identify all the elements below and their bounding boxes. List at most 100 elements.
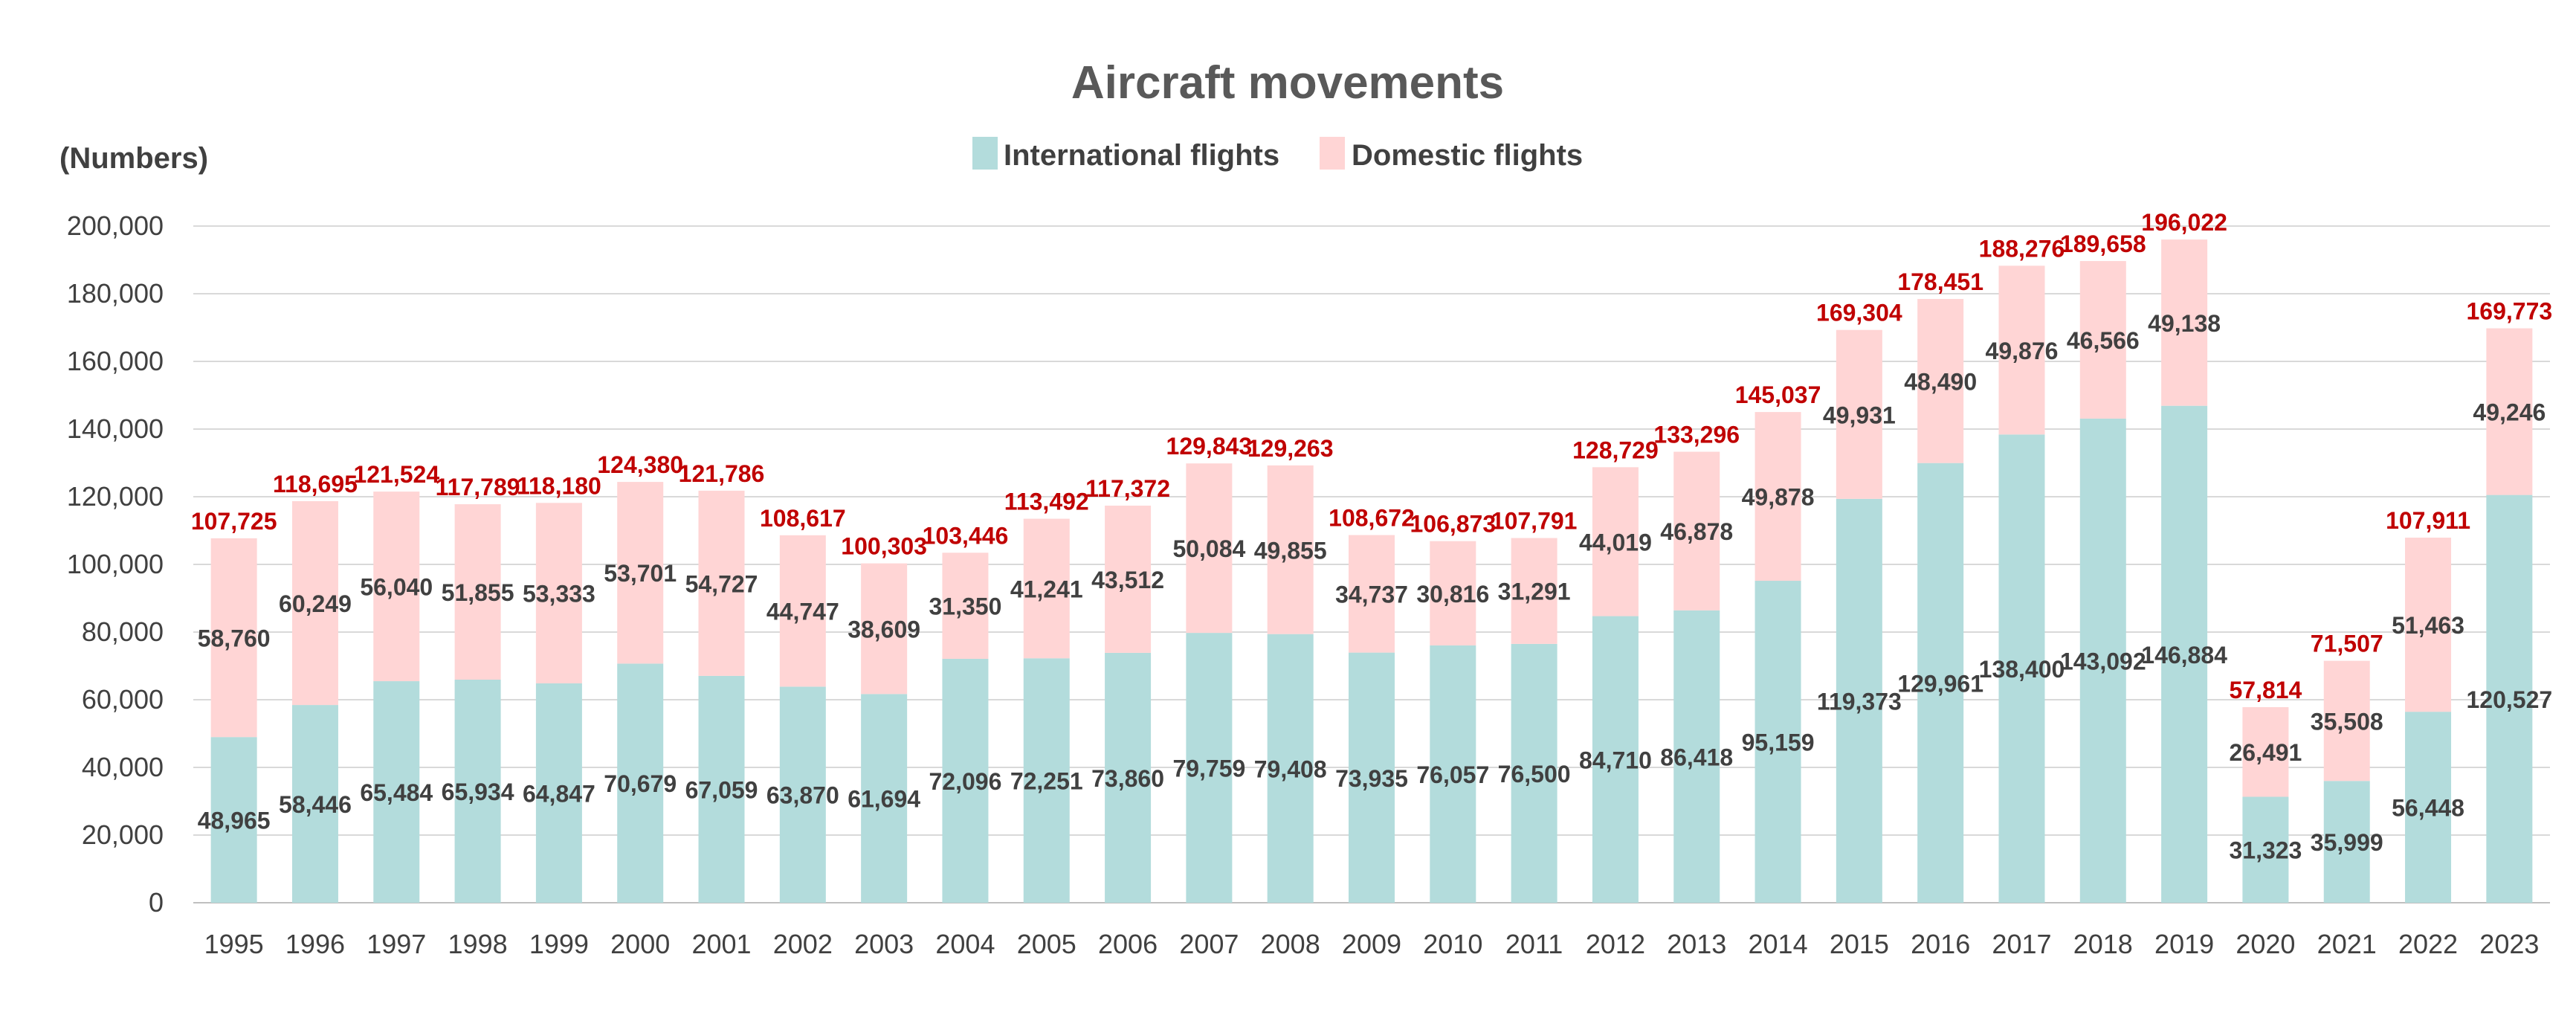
data-label-international: 70,679: [604, 770, 677, 797]
y-tick-label: 20,000: [82, 819, 164, 850]
data-label-international: 65,934: [442, 779, 514, 805]
data-label-total: 107,911: [2386, 507, 2470, 534]
x-tick-label: 2012: [1586, 929, 1645, 959]
y-tick-label: 100,000: [67, 549, 164, 579]
y-tick-label: 120,000: [67, 481, 164, 512]
x-tick-label: 2020: [2236, 929, 2295, 959]
data-label-domestic: 48,490: [1904, 368, 1977, 395]
bar-international: [1998, 434, 2045, 903]
data-label-total: 117,789: [436, 474, 520, 500]
x-tick-label: 2002: [773, 929, 833, 959]
y-tick-label: 140,000: [67, 413, 164, 444]
bar-domestic: [454, 504, 501, 680]
bar-domestic: [1511, 538, 1557, 644]
bar-domestic: [1267, 465, 1314, 634]
bar-international: [1755, 581, 1801, 903]
data-label-total: 133,296: [1653, 422, 1740, 448]
data-label-total: 108,617: [760, 505, 846, 532]
data-label-total: 169,304: [1816, 300, 1902, 326]
data-label-domestic: 49,138: [2148, 310, 2221, 337]
data-label-international: 79,759: [1172, 756, 1245, 782]
data-label-international: 64,847: [523, 780, 595, 807]
bar-international: [1836, 498, 1882, 903]
data-label-international: 56,448: [2392, 795, 2464, 822]
x-tick-label: 2013: [1667, 929, 1726, 959]
x-tick-label: 2006: [1098, 929, 1158, 959]
data-label-international: 48,965: [198, 808, 271, 834]
data-label-domestic: 43,512: [1091, 567, 1164, 593]
data-labels: 48,965 58,760 107,725 58,446 60,249 118,695 65…: [191, 209, 2552, 864]
data-label-total: 103,446: [923, 522, 1009, 549]
data-label-total: 169,773: [2467, 298, 2553, 325]
x-axis: 1995 1996 1997 1998 1999 2000 2001 2002 2003 2004…: [204, 929, 2540, 959]
bar-domestic: [861, 563, 908, 695]
data-label-domestic: 31,291: [1498, 579, 1571, 605]
bar-domestic: [2323, 660, 2370, 782]
data-label-total: 106,873: [1410, 511, 1496, 538]
data-label-international: 120,527: [2467, 686, 2553, 713]
data-label-international: 143,092: [2060, 648, 2146, 674]
x-tick-label: 2014: [1749, 929, 1808, 959]
x-tick-label: 2009: [1342, 929, 1401, 959]
y-axis: 0 20,000 40,000 60,000 80,000 100,000 120,000 1…: [67, 210, 164, 918]
y-tick-label: 180,000: [67, 278, 164, 309]
legend-label-domestic: Domestic flights: [1352, 139, 1583, 172]
bar-domestic: [1836, 329, 1882, 499]
legend-swatch-domestic: [1320, 137, 1345, 170]
x-tick-label: 1998: [448, 929, 508, 959]
x-tick-label: 2015: [1830, 929, 1889, 959]
bar-domestic: [291, 500, 338, 706]
bar-international: [2242, 796, 2289, 903]
bar-domestic: [1430, 541, 1476, 645]
bar-domestic: [2405, 538, 2452, 712]
data-label-international: 31,323: [2229, 837, 2302, 864]
data-label-domestic: 41,241: [1010, 576, 1083, 602]
data-label-domestic: 51,855: [442, 579, 514, 606]
data-label-domestic: 49,855: [1254, 537, 1327, 564]
x-tick-label: 2023: [2479, 929, 2539, 959]
data-label-total: 71,507: [2311, 631, 2383, 657]
bar-international: [2161, 405, 2208, 903]
data-label-total: 117,372: [1085, 475, 1170, 502]
data-label-domestic: 34,737: [1335, 582, 1408, 608]
legend: International flights Domestic flights: [972, 137, 1583, 172]
data-label-international: 146,884: [2141, 642, 2227, 669]
data-label-total: 189,658: [2060, 231, 2146, 257]
bar-domestic: [942, 553, 989, 659]
bar-domestic: [617, 482, 664, 664]
data-label-international: 76,500: [1498, 761, 1571, 787]
bar-domestic: [2486, 328, 2533, 495]
data-label-domestic: 49,878: [1742, 484, 1815, 511]
data-label-total: 145,037: [1735, 381, 1821, 408]
data-label-total: 128,729: [1572, 436, 1659, 463]
data-label-international: 58,446: [279, 791, 352, 818]
bar-international: [1023, 658, 1070, 903]
data-label-total: 108,672: [1329, 505, 1415, 532]
bar-domestic: [1917, 299, 1964, 463]
bar-domestic: [2079, 261, 2126, 419]
x-tick-label: 2018: [2073, 929, 2133, 959]
data-label-total: 188,276: [1979, 235, 2065, 262]
bar-international: [210, 737, 257, 903]
data-label-domestic: 58,760: [198, 625, 271, 652]
data-label-domestic: 49,246: [2473, 399, 2546, 426]
bar-international: [1186, 633, 1233, 903]
bar-international: [454, 680, 501, 903]
data-label-international: 61,694: [848, 786, 920, 813]
data-label-total: 107,791: [1491, 508, 1578, 535]
legend-swatch-international: [972, 137, 998, 170]
x-tick-label: 2010: [1423, 929, 1482, 959]
bar-international: [861, 694, 908, 903]
x-tick-label: 2000: [610, 929, 670, 959]
bar-domestic: [1186, 463, 1233, 634]
data-label-domestic: 54,727: [685, 570, 758, 597]
bar-international: [1917, 463, 1964, 903]
data-label-international: 73,860: [1091, 765, 1164, 792]
data-label-domestic: 38,609: [848, 616, 920, 642]
bar-international: [1511, 643, 1557, 903]
data-label-domestic: 50,084: [1172, 535, 1245, 562]
bar-international: [1105, 652, 1152, 903]
bar-domestic: [1998, 265, 2045, 435]
x-tick-label: 1999: [529, 929, 589, 959]
bar-domestic: [1673, 451, 1720, 611]
